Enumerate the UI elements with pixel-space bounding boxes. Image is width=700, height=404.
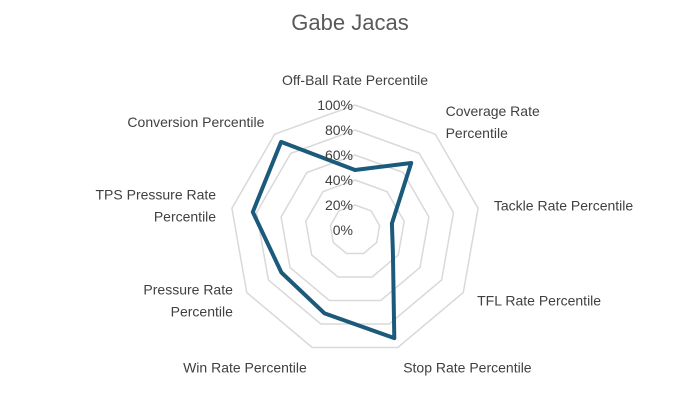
axis-label-7: TPS Pressure Rate Percentile [95,187,216,225]
axis-label-1-line-0: Coverage Rate [446,103,540,119]
axis-label-3: TFL Rate Percentile [477,293,601,309]
series-layer [250,139,414,341]
axis-label-8: Conversion Percentile [127,114,264,130]
axis-label-1-line-1: Percentile [446,125,508,141]
axis-label-6-line-0: Pressure Rate [143,282,233,298]
grid-ring-1 [329,204,381,255]
tick-label-4: 80% [325,122,353,138]
tick-label-5: 100% [317,97,353,113]
axis-label-7-line-0: TPS Pressure Rate [95,187,216,203]
tick-label-1: 20% [325,197,353,213]
tick-label-0: 0% [333,222,353,238]
axis-label-6: Pressure Rate Percentile [143,282,233,320]
series-line-0 [250,139,414,341]
axis-label-2: Tackle Rate Percentile [494,198,634,214]
tick-label-3: 60% [325,147,353,163]
axis-label-1: Coverage Rate Percentile [446,103,540,141]
axis-labels: Off-Ball Rate Percentile Coverage Rate Per… [95,72,633,376]
axis-label-0-line-0: Off-Ball Rate Percentile [282,72,428,88]
chart-title: Gabe Jacas [291,10,408,35]
tick-label-2: 40% [325,172,353,188]
axis-label-4: Stop Rate Percentile [403,360,532,376]
grid-ring-3 [280,154,430,302]
axis-label-6-line-1: Percentile [171,304,233,320]
axis-label-5-line-0: Win Rate Percentile [183,360,307,376]
axis-label-2-line-0: Tackle Rate Percentile [494,198,634,214]
axis-label-8-line-0: Conversion Percentile [127,114,264,130]
grid-ring-2 [305,179,405,278]
tick-labels: 0% 20% 40% 60% 80% 100% [317,97,353,238]
axis-label-5: Win Rate Percentile [183,360,307,376]
grid-ring-5 [231,104,479,349]
axis-label-3-line-0: TFL Rate Percentile [477,293,601,309]
grid [231,104,479,349]
grid-ring-4 [255,129,455,325]
axis-label-4-line-0: Stop Rate Percentile [403,360,532,376]
axis-label-7-line-1: Percentile [154,209,216,225]
axis-label-0: Off-Ball Rate Percentile [282,72,428,88]
